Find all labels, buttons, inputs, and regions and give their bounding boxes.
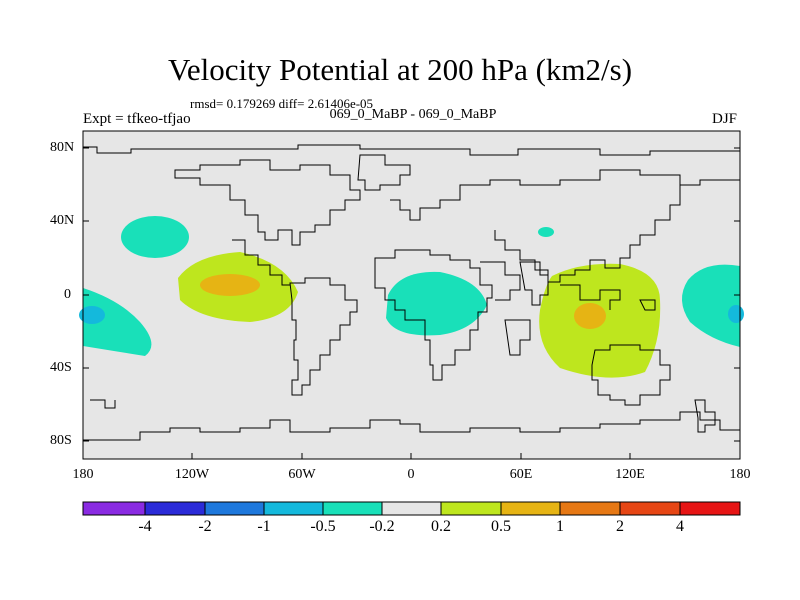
colorbar-swatch <box>381 501 442 516</box>
coastline-antarctica <box>83 411 740 441</box>
contour-negative-east-core <box>728 305 744 323</box>
lon-label: 60E <box>509 467 533 482</box>
colorbar-swatch <box>144 501 206 516</box>
lon-label: 0 <box>407 467 415 482</box>
axis-ticks <box>82 147 741 459</box>
colorbar-label: -0.2 <box>369 518 395 535</box>
coastline-arabia <box>480 261 521 301</box>
colorbar-label: -0.5 <box>310 518 336 535</box>
colorbar-label: 2 <box>616 518 624 535</box>
coastlines <box>83 144 740 441</box>
colorbar <box>82 501 741 516</box>
coastline-central-america <box>232 239 290 286</box>
lon-label: 120E <box>615 467 645 482</box>
coastline-india <box>519 261 549 306</box>
coastline-arctic <box>83 144 740 156</box>
lon-label: 120W <box>174 467 210 482</box>
coastline-greenland <box>357 154 411 191</box>
coastline-australia <box>591 344 671 406</box>
chart-title: Velocity Potential at 200 hPa (km2/s) <box>167 52 633 87</box>
coastline-africa <box>374 249 493 381</box>
colorbar-swatch <box>204 501 265 516</box>
colorbar-label: 1 <box>556 518 564 535</box>
colorbar-swatch <box>619 501 681 516</box>
contour-field <box>79 216 744 378</box>
stats-line: rmsd= 0.179269 diff= 2.61406e-05 <box>190 96 374 111</box>
experiment-label: Expt = tfkeo-tfjao <box>83 111 191 127</box>
colorbar-label: 0.2 <box>431 518 451 535</box>
coastline-new-zealand <box>694 399 716 433</box>
season-label: DJF <box>712 111 738 127</box>
lon-label: 180 <box>729 467 751 482</box>
contour-negative-npacific <box>121 216 189 258</box>
contour-negative-west-edge <box>83 288 152 356</box>
colorbar-swatch <box>82 501 146 516</box>
lon-label: 60W <box>288 467 316 482</box>
coastline-europe-asia <box>390 169 740 283</box>
lat-label: 0 <box>64 287 71 302</box>
lat-label: 40S <box>50 360 72 375</box>
colorbar-swatch <box>679 501 741 516</box>
colorbar-swatch <box>559 501 621 516</box>
lat-label: 80N <box>50 140 75 155</box>
colorbar-swatch <box>440 501 502 516</box>
colorbar-label: -2 <box>198 518 212 535</box>
colorbar-label: -1 <box>257 518 271 535</box>
colorbar-swatch <box>322 501 383 516</box>
colorbar-swatch <box>500 501 561 516</box>
coastline-antarctic-shelf <box>90 399 171 433</box>
colorbar-label: 0.5 <box>491 518 511 535</box>
coastline-maritime-continent <box>504 284 656 356</box>
contour-negative-small <box>538 227 554 237</box>
colorbar-swatch <box>263 501 324 516</box>
lon-label: 180 <box>72 467 94 482</box>
colorbar-label: -4 <box>138 518 152 535</box>
case-label: 069_0_MaBP - 069_0_MaBP <box>329 107 497 122</box>
lat-label: 80S <box>50 433 72 448</box>
contour-positive-epacific-core <box>200 274 260 296</box>
lat-label: 40N <box>50 213 75 228</box>
colorbar-label: 4 <box>676 518 684 535</box>
coastline-south-america <box>289 277 358 396</box>
contour-negative-west-core <box>79 306 105 324</box>
coastline-north-america <box>174 159 361 246</box>
contour-negative-east-edge <box>681 264 740 347</box>
contour-positive-maritime-core <box>574 303 606 329</box>
